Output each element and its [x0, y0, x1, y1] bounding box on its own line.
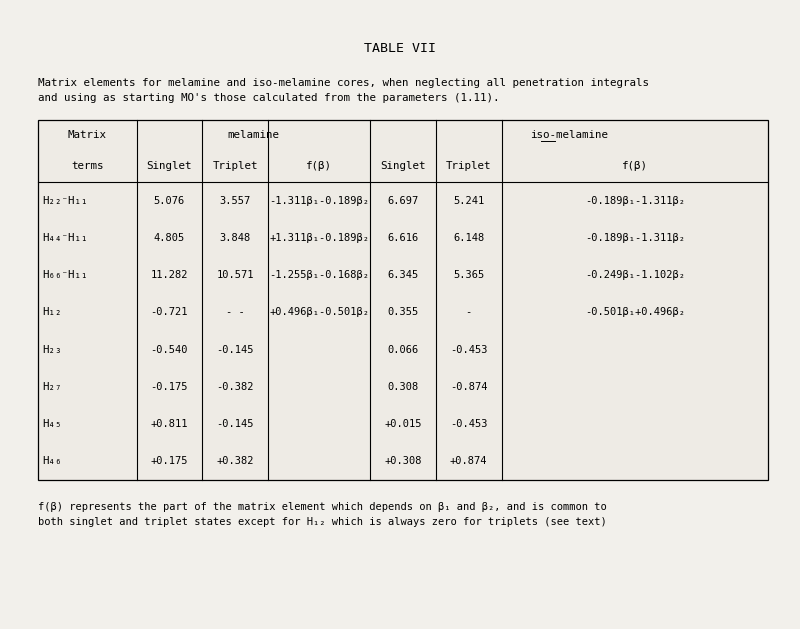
Text: -1.255β₁-0.168β₂: -1.255β₁-0.168β₂ — [269, 270, 369, 280]
Text: -0.249β₁-1.102β₂: -0.249β₁-1.102β₂ — [585, 270, 685, 280]
Text: melamine: melamine — [227, 130, 279, 140]
Text: +1.311β₁-0.189β₂: +1.311β₁-0.189β₂ — [269, 233, 369, 243]
Text: Singlet: Singlet — [146, 161, 192, 170]
Text: H₆₆⁻H₁₁: H₆₆⁻H₁₁ — [42, 270, 87, 280]
Text: -0.382: -0.382 — [216, 382, 254, 392]
Text: +0.015: +0.015 — [384, 419, 422, 429]
Text: - -: - - — [226, 308, 245, 317]
Text: +0.382: +0.382 — [216, 457, 254, 466]
Text: -0.540: -0.540 — [150, 345, 188, 355]
Text: -0.501β₁+0.496β₂: -0.501β₁+0.496β₂ — [585, 308, 685, 317]
Text: -0.189β₁-1.311β₂: -0.189β₁-1.311β₂ — [585, 233, 685, 243]
Text: 3.557: 3.557 — [219, 196, 250, 206]
Text: terms: terms — [71, 161, 103, 170]
Text: 6.148: 6.148 — [453, 233, 484, 243]
Text: and using as starting MO's those calculated from the parameters (1.11).: and using as starting MO's those calcula… — [38, 93, 499, 103]
Text: -0.874: -0.874 — [450, 382, 487, 392]
Text: -1.311β₁-0.189β₂: -1.311β₁-0.189β₂ — [269, 196, 369, 206]
Text: Triplet: Triplet — [446, 161, 491, 170]
Text: Matrix elements for melamine and iso-melamine cores, when neglecting all penetra: Matrix elements for melamine and iso-mel… — [38, 78, 649, 88]
Text: H₂₂⁻H₁₁: H₂₂⁻H₁₁ — [42, 196, 87, 206]
Text: 4.805: 4.805 — [154, 233, 185, 243]
Text: 11.282: 11.282 — [150, 270, 188, 280]
Text: Singlet: Singlet — [380, 161, 426, 170]
Text: iso-melamine: iso-melamine — [530, 130, 608, 140]
Text: 5.076: 5.076 — [154, 196, 185, 206]
Bar — [38, 120, 768, 480]
Text: H₁₂: H₁₂ — [42, 308, 62, 317]
Text: 5.365: 5.365 — [453, 270, 484, 280]
Text: 0.355: 0.355 — [387, 308, 418, 317]
Text: 6.616: 6.616 — [387, 233, 418, 243]
Text: +0.811: +0.811 — [150, 419, 188, 429]
Text: H₂₇: H₂₇ — [42, 382, 62, 392]
Text: 6.697: 6.697 — [387, 196, 418, 206]
Text: -0.145: -0.145 — [216, 419, 254, 429]
Text: H₄₅: H₄₅ — [42, 419, 62, 429]
Text: 6.345: 6.345 — [387, 270, 418, 280]
Text: H₄₆: H₄₆ — [42, 457, 62, 466]
Text: -0.189β₁-1.311β₂: -0.189β₁-1.311β₂ — [585, 196, 685, 206]
Text: 10.571: 10.571 — [216, 270, 254, 280]
Text: -0.721: -0.721 — [150, 308, 188, 317]
Text: H₄₄⁻H₁₁: H₄₄⁻H₁₁ — [42, 233, 87, 243]
Text: 3.848: 3.848 — [219, 233, 250, 243]
Text: +0.175: +0.175 — [150, 457, 188, 466]
Text: 0.066: 0.066 — [387, 345, 418, 355]
Text: -0.453: -0.453 — [450, 345, 487, 355]
Text: -: - — [466, 308, 472, 317]
Text: Triplet: Triplet — [212, 161, 258, 170]
Text: +0.308: +0.308 — [384, 457, 422, 466]
Text: -0.453: -0.453 — [450, 419, 487, 429]
Text: Matrix: Matrix — [68, 130, 106, 140]
Text: +0.874: +0.874 — [450, 457, 487, 466]
Text: 0.308: 0.308 — [387, 382, 418, 392]
Text: f(β) represents the part of the matrix element which depends on β₁ and β₂, and i: f(β) represents the part of the matrix e… — [38, 502, 606, 512]
Text: TABLE VII: TABLE VII — [364, 42, 436, 55]
Text: +0.496β₁-0.501β₂: +0.496β₁-0.501β₂ — [269, 308, 369, 317]
Text: -0.145: -0.145 — [216, 345, 254, 355]
Text: 5.241: 5.241 — [453, 196, 484, 206]
Text: -0.175: -0.175 — [150, 382, 188, 392]
Text: f(β): f(β) — [306, 161, 332, 170]
Text: H₂₃: H₂₃ — [42, 345, 62, 355]
Text: f(β): f(β) — [622, 161, 648, 170]
Text: both singlet and triplet states except for H₁₂ which is always zero for triplets: both singlet and triplet states except f… — [38, 517, 606, 527]
